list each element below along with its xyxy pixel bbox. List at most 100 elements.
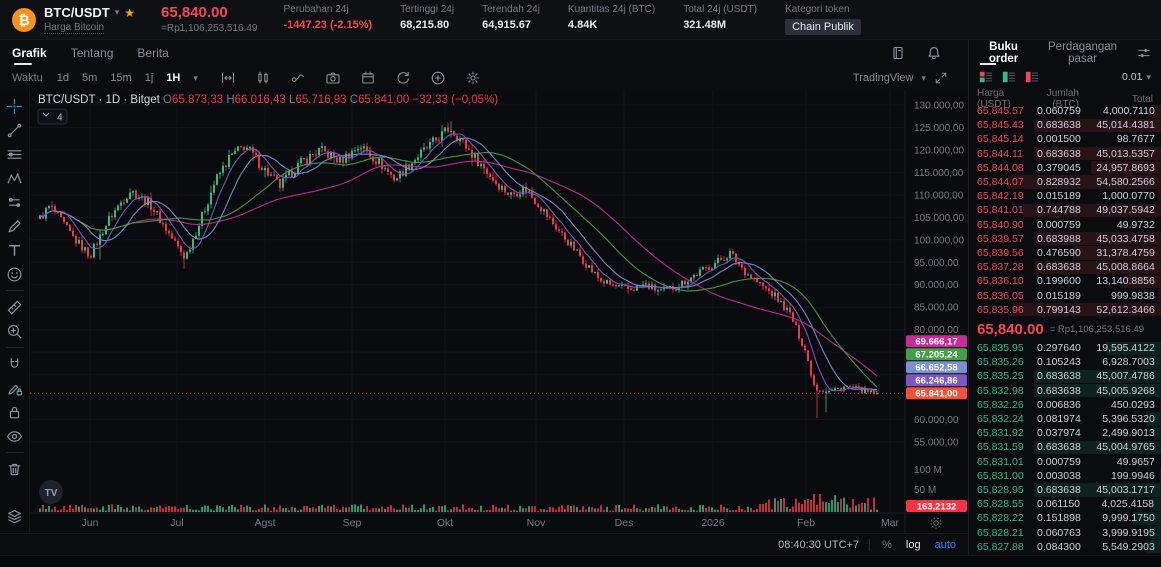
orderbook-bid-row[interactable]: 65,835.25 0.683638 45,007.4786 (969, 369, 1161, 384)
emoji-tool[interactable] (3, 263, 27, 285)
order-amount: 0.060763 (1037, 526, 1081, 539)
orderbook-ask-row[interactable]: 65,841.01 0.744788 49,037.5942 (969, 203, 1161, 217)
hide-drawings-tool[interactable] (3, 425, 27, 447)
pair-name[interactable]: BTC/USDT (44, 5, 110, 20)
tradingview-link[interactable]: TradingView (852, 72, 914, 84)
orderbook-settings-button[interactable] (1137, 46, 1151, 60)
alert-bell-button[interactable] (926, 45, 942, 61)
orderbook-bid-row[interactable]: 65,832.26 0.006836 450.0293 (969, 398, 1161, 412)
drawing-lock-tool[interactable] (3, 377, 27, 399)
interval-range-button[interactable] (220, 70, 236, 86)
orderbook-ask-row[interactable]: 65,837.28 0.683638 45,008.8664 (969, 260, 1161, 274)
scale-percent-toggle[interactable]: % (882, 538, 892, 551)
orderbook-tab-buku-order[interactable]: Buku order (979, 40, 1028, 66)
projection-tool[interactable] (3, 191, 27, 213)
indicators-button[interactable] (290, 70, 306, 86)
orderbook-column-headers: Harga (USDT) Jumlah (BTC) Total (969, 88, 1161, 110)
precision-dropdown[interactable]: 0.01 ▾ (1122, 71, 1151, 83)
orderbook-bid-row[interactable]: 65,828.95 0.683638 45,003.1717 (969, 483, 1161, 497)
orderbook-tab-perdagangan-pasar[interactable]: Perdagangan pasar (1042, 40, 1123, 66)
chevron-down-icon[interactable]: ▾ (921, 72, 926, 83)
journal-book-button[interactable] (890, 45, 906, 61)
stat-value[interactable]: Chain Publik (785, 19, 861, 35)
depth-bar (1090, 161, 1161, 175)
orderbook-ask-row[interactable]: 65,845.57 0.060759 4,000.7110 (969, 104, 1161, 118)
replay-refresh-button[interactable] (395, 70, 411, 86)
tab-grafik[interactable]: Grafik (12, 40, 47, 66)
interval-1H[interactable]: 1H (166, 72, 181, 84)
horizontal-lines-tool[interactable] (3, 143, 27, 165)
orderbook-ask-row[interactable]: 65,839.57 0.683988 45,033.4758 (969, 232, 1161, 246)
interval-5m[interactable]: 5m (82, 72, 98, 84)
orderbook-bid-row[interactable]: 65,828.21 0.060763 3,999.9195 (969, 525, 1161, 540)
scale-auto-toggle[interactable]: auto (934, 538, 956, 551)
settings-gear-button[interactable] (465, 70, 481, 86)
ob-asks-view-button[interactable] (1025, 70, 1039, 84)
compare-calendar-button[interactable] (360, 70, 376, 86)
orderbook-bid-row[interactable]: 65,832.98 0.683638 45,005.9268 (969, 384, 1161, 398)
orderbook-ask-row[interactable]: 65,836.10 0.199600 13,140.8856 (969, 274, 1161, 288)
interval-1d[interactable]: 1d (56, 72, 70, 84)
orderbook-ask-row[interactable]: 65,845.14 0.001500 98.7677 (969, 132, 1161, 147)
order-amount: 0.683638 (1037, 147, 1081, 160)
chart-clock[interactable]: 08:40:30 UTC+7 (778, 538, 860, 551)
interval-dropdown-icon[interactable]: ▾ (193, 72, 198, 83)
orderbook-ask-row[interactable]: 65,836.05 0.015189 999.9838 (969, 288, 1161, 303)
orderbook-bid-row[interactable]: 65,831.00 0.003038 199.9946 (969, 469, 1161, 483)
orderbook-bid-row[interactable]: 65,835.95 0.297640 19,595.4122 (969, 341, 1161, 355)
favorite-star-icon[interactable]: ★ (124, 5, 136, 20)
crosshair-tool[interactable] (3, 95, 27, 117)
orderbook-ask-row[interactable]: 65,844.11 0.683638 45,013.5357 (969, 147, 1161, 161)
orderbook-bid-row[interactable]: 65,831.01 0.000759 49.9657 (969, 455, 1161, 469)
brush-icon (8, 219, 21, 232)
orderbook-ask-row[interactable]: 65,835.96 0.799143 52,612.3466 (969, 303, 1161, 317)
page-footer-strip (0, 555, 1161, 567)
trash-tool[interactable] (3, 458, 27, 480)
lock-all-tool[interactable] (3, 401, 27, 423)
scale-log-toggle[interactable]: log (905, 538, 921, 551)
orderbook-bid-row[interactable]: 65,835.26 0.105243 6,928.7003 (969, 355, 1161, 369)
orderbook-mid-price[interactable]: 65,840.00 = Rp1,106,253,516.49 (969, 317, 1161, 341)
orderbook-bid-row[interactable]: 65,831.59 0.683638 45,004.9765 (969, 440, 1161, 454)
orderbook-ask-row[interactable]: 65,839.56 0.476590 31,378.4759 (969, 246, 1161, 260)
object-tree-tool[interactable] (3, 505, 27, 527)
pair-selector[interactable]: ₿ BTC/USDT ▾ ★ Harga Bitcoin (12, 5, 135, 34)
brush-tool[interactable] (3, 215, 27, 237)
orderbook-bid-row[interactable]: 65,828.22 0.151898 9,999.1750 (969, 511, 1161, 525)
axis-settings-icon[interactable] (930, 517, 942, 529)
candle-style-button[interactable] (255, 70, 271, 86)
orderbook-ask-row[interactable]: 65,840.90 0.000759 49.9732 (969, 218, 1161, 232)
magnet-tool[interactable] (3, 353, 27, 375)
orderbook-ask-row[interactable]: 65,844.07 0.828932 54,580.2566 (969, 175, 1161, 189)
svg-text:4: 4 (57, 113, 63, 124)
trend-line-tool[interactable] (3, 119, 27, 141)
zoom-in-tool[interactable] (3, 320, 27, 342)
orderbook-bid-row[interactable]: 65,831.92 0.037974 2,499.9013 (969, 426, 1161, 440)
ruler-tool[interactable] (3, 296, 27, 318)
add-circle-button[interactable] (430, 70, 446, 86)
interval-1j[interactable]: 1j (144, 72, 154, 84)
crosshair-icon (7, 98, 22, 114)
ob-bids-view-button[interactable] (1002, 70, 1016, 84)
orderbook-bid-row[interactable]: 65,832.24 0.081974 5,396.5320 (969, 412, 1161, 426)
tab-tentang[interactable]: Tentang (71, 40, 114, 66)
orderbook-bid-row[interactable]: 65,828.55 0.061150 4,025.4158 (969, 497, 1161, 511)
orderbook-ask-row[interactable]: 65,845.43 0.683638 45,014.4381 (969, 118, 1161, 132)
snapshot-camera-button[interactable] (325, 70, 341, 86)
indicators-legend-toggle[interactable]: 4 (37, 108, 68, 125)
orderbook-controls: 0.01 ▾ (969, 66, 1161, 88)
ruler-icon (7, 300, 22, 314)
text-tool-tool[interactable] (3, 239, 27, 261)
xabcd-pattern-tool[interactable] (3, 167, 27, 189)
interval-15m[interactable]: 15m (110, 72, 132, 84)
orderbook-bid-row[interactable]: 65,827.88 0.084300 5,549.2903 (969, 540, 1161, 554)
chevron-down-icon[interactable]: ▾ (114, 7, 120, 17)
ob-both-view-button[interactable] (979, 70, 993, 84)
tab-berita[interactable]: Berita (137, 40, 168, 66)
order-amount: 0.828932 (1037, 176, 1081, 189)
order-amount: 0.000759 (1037, 218, 1081, 231)
orderbook-ask-row[interactable]: 65,842.19 0.015189 1,000.0770 (969, 189, 1161, 203)
fullscreen-expand-button[interactable] (934, 71, 948, 85)
orderbook-ask-row[interactable]: 65,844.08 0.379045 24,957.8693 (969, 161, 1161, 175)
price-chart[interactable]: 130.000,00 125.000,00 120.000,00 115.000,00… (30, 90, 968, 533)
